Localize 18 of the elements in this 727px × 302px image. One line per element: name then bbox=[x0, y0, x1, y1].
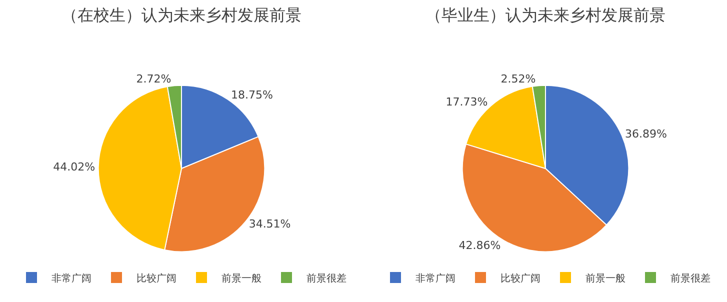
data-label: 18.75% bbox=[230, 88, 273, 102]
data-label: 34.51% bbox=[248, 218, 291, 231]
data-label: 2.52% bbox=[500, 72, 536, 86]
legend-label: 前景很差 bbox=[306, 272, 346, 284]
data-label: 42.86% bbox=[458, 238, 501, 252]
chart-title: （在校生）认为未来乡村发展前景 bbox=[62, 5, 302, 24]
data-label: 36.89% bbox=[624, 128, 667, 141]
legend-label: 前景一般 bbox=[222, 272, 262, 284]
legend-label: 前景很差 bbox=[670, 272, 710, 284]
legend-label: 比较广阔 bbox=[136, 272, 176, 284]
legend-label: 非常广阔 bbox=[416, 272, 456, 284]
data-label: 17.73% bbox=[446, 96, 488, 109]
legend-label: 非常广阔 bbox=[52, 272, 92, 284]
legend-label: 前景一般 bbox=[586, 272, 626, 284]
legend-label: 比较广阔 bbox=[500, 272, 540, 284]
data-label: 2.72% bbox=[136, 72, 172, 86]
chart-title: （毕业生）认为未来乡村发展前景 bbox=[426, 5, 666, 24]
data-label: 44.02% bbox=[53, 160, 96, 174]
